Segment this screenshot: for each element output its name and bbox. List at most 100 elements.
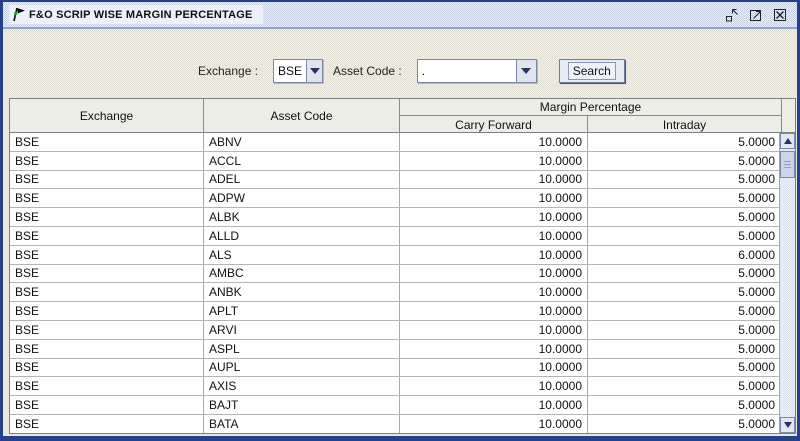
cell-asset-code: ALBK bbox=[203, 208, 399, 226]
cell-exchange: BSE bbox=[15, 285, 40, 300]
cell-intraday: 5.0000 bbox=[587, 283, 779, 302]
cell-exchange: BSE bbox=[15, 153, 40, 168]
cell-carry-forward: 10.0000 bbox=[399, 396, 587, 414]
cell-exchange: BSE bbox=[15, 379, 40, 394]
cell-intraday: 5.0000 bbox=[587, 189, 779, 208]
chevron-down-icon bbox=[521, 68, 532, 74]
maximize-icon bbox=[750, 9, 761, 21]
table-row[interactable]: BSE BATA 10.0000 5.0000 bbox=[10, 414, 779, 433]
cell-asset-code: ALS bbox=[203, 245, 399, 264]
table-row[interactable]: BSE ABNV 10.0000 5.0000 bbox=[10, 133, 779, 152]
table-row[interactable]: BSE ALS 10.0000 6.0000 bbox=[10, 245, 779, 265]
table-row[interactable]: BSE BAJT 10.0000 5.0000 bbox=[10, 396, 779, 415]
cell-carry-forward: 10.0000 bbox=[399, 414, 587, 433]
scrollbar-thumb[interactable] bbox=[780, 151, 795, 178]
table-row[interactable]: BSE AXIS 10.0000 5.0000 bbox=[10, 377, 779, 397]
header-exchange[interactable]: Exchange bbox=[79, 109, 134, 123]
header-intraday[interactable]: Intraday bbox=[587, 116, 781, 133]
asset-code-combobox-arrow[interactable] bbox=[515, 60, 536, 82]
scroll-up-button[interactable] bbox=[780, 133, 795, 149]
search-toolbar: Exchange : BSE Asset Code : . Search bbox=[3, 57, 797, 85]
cell-asset-code: AMBC bbox=[203, 264, 399, 283]
margin-table: Exchange Asset Code Margin Percentage Ca… bbox=[9, 98, 796, 434]
cell-exchange: BSE bbox=[15, 360, 40, 375]
cell-intraday: 5.0000 bbox=[587, 133, 779, 151]
table-row[interactable]: BSE ARVI 10.0000 5.0000 bbox=[10, 320, 779, 340]
chevron-down-icon bbox=[309, 68, 320, 74]
table-row[interactable]: BSE AMBC 10.0000 5.0000 bbox=[10, 264, 779, 284]
cell-intraday: 5.0000 bbox=[587, 302, 779, 320]
table-row[interactable]: BSE ACCL 10.0000 5.0000 bbox=[10, 151, 779, 171]
cell-asset-code: ANBK bbox=[203, 283, 399, 302]
table-row[interactable]: BSE ADPW 10.0000 5.0000 bbox=[10, 189, 779, 209]
search-button[interactable]: Search bbox=[558, 59, 625, 83]
arrow-up-icon bbox=[783, 138, 792, 144]
cell-exchange: BSE bbox=[15, 322, 40, 337]
cell-intraday: 5.0000 bbox=[587, 339, 779, 358]
minimize-button[interactable] bbox=[723, 6, 741, 24]
cell-exchange: BSE bbox=[15, 134, 40, 149]
cell-intraday: 5.0000 bbox=[587, 320, 779, 339]
cell-asset-code: BAJT bbox=[203, 396, 399, 414]
cell-asset-code: ASPL bbox=[203, 339, 399, 358]
titlebar[interactable]: F&O SCRIP WISE MARGIN PERCENTAGE bbox=[3, 2, 797, 29]
header-margin-percentage: Margin Percentage bbox=[399, 99, 781, 116]
cell-asset-code: ARVI bbox=[203, 320, 399, 339]
scroll-down-button[interactable] bbox=[780, 417, 795, 433]
cell-intraday: 6.0000 bbox=[587, 245, 779, 264]
cell-asset-code: ACCL bbox=[203, 151, 399, 170]
window-title: F&O SCRIP WISE MARGIN PERCENTAGE bbox=[29, 8, 253, 21]
cell-carry-forward: 10.0000 bbox=[399, 170, 587, 189]
cell-asset-code: ALLD bbox=[203, 226, 399, 245]
table-row[interactable]: BSE ANBK 10.0000 5.0000 bbox=[10, 283, 779, 303]
minimize-icon bbox=[726, 8, 738, 21]
cell-carry-forward: 10.0000 bbox=[399, 151, 587, 170]
close-icon bbox=[774, 8, 786, 21]
cell-exchange: BSE bbox=[15, 266, 40, 281]
cell-carry-forward: 10.0000 bbox=[399, 245, 587, 264]
cell-exchange: BSE bbox=[15, 172, 40, 187]
table-row[interactable]: BSE ALBK 10.0000 5.0000 bbox=[10, 208, 779, 227]
asset-code-combobox[interactable]: . bbox=[416, 59, 537, 83]
maximize-button[interactable] bbox=[747, 6, 765, 24]
cell-asset-code: AXIS bbox=[203, 377, 399, 396]
cell-exchange: BSE bbox=[15, 398, 40, 413]
cell-intraday: 5.0000 bbox=[587, 396, 779, 414]
header-corner bbox=[781, 99, 797, 133]
table-row[interactable]: BSE ADEL 10.0000 5.0000 bbox=[10, 170, 779, 190]
search-button-label: Search bbox=[567, 62, 616, 80]
cell-intraday: 5.0000 bbox=[587, 208, 779, 226]
cell-exchange: BSE bbox=[15, 247, 40, 262]
cell-carry-forward: 10.0000 bbox=[399, 133, 587, 151]
cell-exchange: BSE bbox=[15, 191, 40, 206]
cell-intraday: 5.0000 bbox=[587, 358, 779, 377]
titlebar-left: F&O SCRIP WISE MARGIN PERCENTAGE bbox=[9, 5, 263, 24]
cell-exchange: BSE bbox=[15, 228, 40, 243]
cell-carry-forward: 10.0000 bbox=[399, 320, 587, 339]
header-asset-code[interactable]: Asset Code bbox=[203, 99, 399, 133]
cell-asset-code: ABNV bbox=[203, 133, 399, 151]
cell-exchange: BSE bbox=[15, 416, 40, 431]
exchange-combobox-value: BSE bbox=[274, 60, 307, 82]
cell-intraday: 5.0000 bbox=[587, 170, 779, 189]
cell-exchange: BSE bbox=[15, 304, 40, 319]
vertical-scrollbar[interactable] bbox=[779, 133, 795, 433]
table-row[interactable]: BSE ASPL 10.0000 5.0000 bbox=[10, 339, 779, 359]
cell-carry-forward: 10.0000 bbox=[399, 302, 587, 320]
exchange-combobox-arrow[interactable] bbox=[306, 60, 323, 82]
table-row[interactable]: BSE APLT 10.0000 5.0000 bbox=[10, 302, 779, 321]
header-carry-forward[interactable]: Carry Forward bbox=[399, 116, 587, 133]
cell-intraday: 5.0000 bbox=[587, 377, 779, 396]
flag-icon bbox=[13, 7, 25, 22]
table-row[interactable]: BSE AUPL 10.0000 5.0000 bbox=[10, 358, 779, 378]
table-row[interactable]: BSE ALLD 10.0000 5.0000 bbox=[10, 226, 779, 246]
cell-intraday: 5.0000 bbox=[587, 414, 779, 433]
close-button[interactable] bbox=[771, 6, 789, 24]
cell-carry-forward: 10.0000 bbox=[399, 208, 587, 226]
exchange-combobox[interactable]: BSE bbox=[273, 59, 324, 83]
cell-carry-forward: 10.0000 bbox=[399, 283, 587, 302]
cell-asset-code: ADPW bbox=[203, 189, 399, 208]
cell-carry-forward: 10.0000 bbox=[399, 358, 587, 377]
table-body: BSE ABNV 10.0000 5.0000 BSE ACCL 10.0000… bbox=[10, 133, 779, 433]
cell-carry-forward: 10.0000 bbox=[399, 377, 587, 396]
